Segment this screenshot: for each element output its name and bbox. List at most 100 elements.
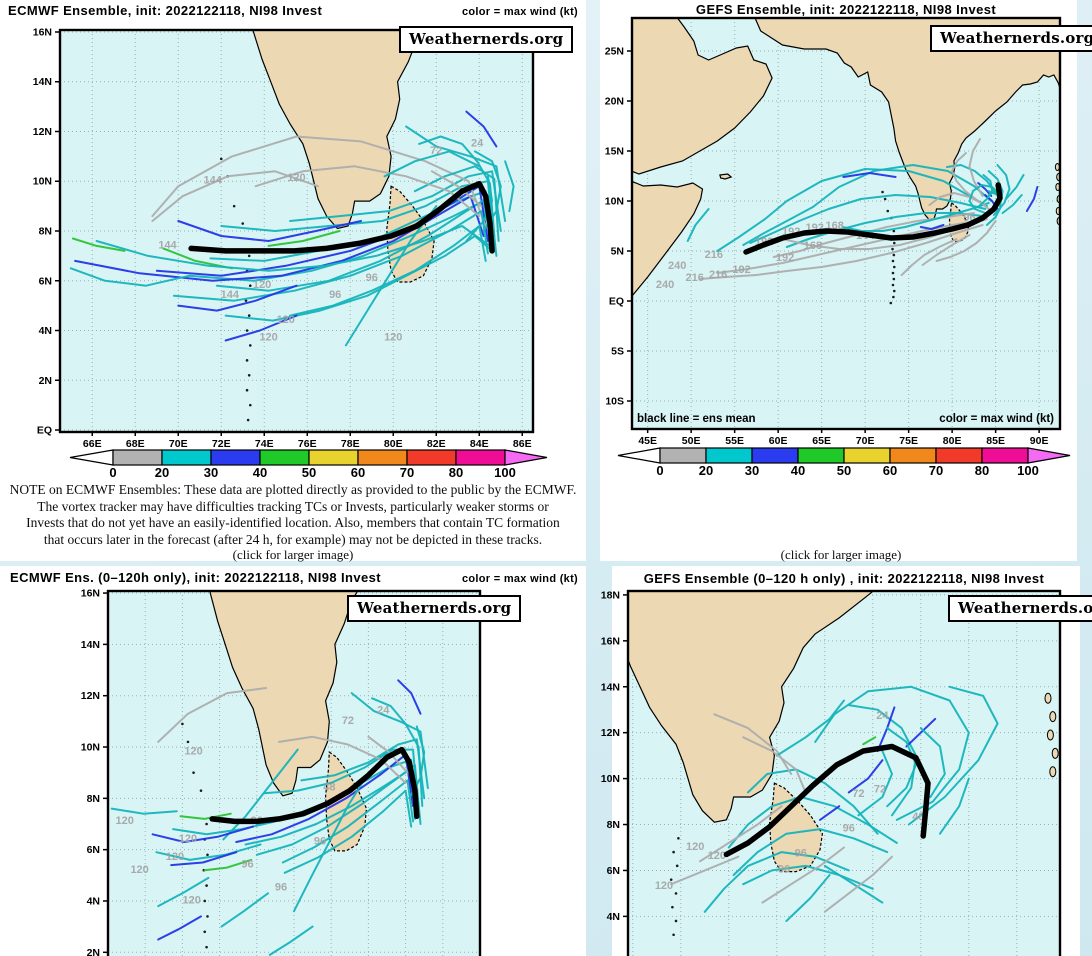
svg-text:96: 96: [329, 289, 341, 301]
svg-text:216: 216: [705, 249, 723, 261]
svg-text:12N: 12N: [81, 690, 100, 702]
gefs-ensemble-120h-track-map[interactable]: 120 120 96 96 72 72 48 24 96 120 18N 16N 14N 12N 10N 8N…: [590, 566, 1092, 956]
svg-text:16N: 16N: [81, 588, 100, 600]
svg-text:4N: 4N: [39, 325, 52, 337]
svg-text:240: 240: [668, 260, 686, 272]
svg-text:30: 30: [745, 463, 759, 478]
svg-text:70E: 70E: [169, 438, 188, 450]
svg-text:6N: 6N: [607, 865, 620, 877]
svg-text:144: 144: [221, 289, 240, 301]
watermark: Weathernerds.org: [399, 26, 574, 53]
colorbar-caption: color = max wind (kt): [461, 573, 578, 585]
svg-text:100: 100: [494, 465, 516, 480]
svg-text:96: 96: [778, 864, 790, 876]
svg-text:25N: 25N: [605, 46, 624, 58]
map-border: [626, 589, 1062, 956]
svg-text:78E: 78E: [341, 438, 360, 450]
svg-text:50E: 50E: [682, 435, 701, 447]
svg-text:96: 96: [314, 836, 326, 848]
panel-title: GEFS Ensemble (0–120 h only) , init: 202…: [643, 571, 1045, 586]
svg-text:8N: 8N: [607, 819, 620, 831]
svg-text:144: 144: [203, 175, 222, 187]
ecmwf-ensemble-track-map[interactable]: 1441441441201201201209696247212016N14N12…: [0, 0, 586, 561]
svg-text:50: 50: [837, 463, 851, 478]
click-for-larger-image-caption: (click for larger image): [232, 547, 354, 562]
svg-text:60E: 60E: [769, 435, 788, 447]
svg-text:120: 120: [183, 895, 201, 907]
svg-text:20N: 20N: [605, 96, 624, 108]
watermark: Weathernerds.org: [948, 595, 1092, 622]
svg-text:24: 24: [377, 705, 390, 717]
land-coastlines: [628, 591, 1059, 937]
svg-text:84E: 84E: [470, 438, 489, 450]
wind-speed-colorbar: 0 20 30 40 50 60 70 80 100: [617, 447, 1071, 478]
axis-labels: 16N 14N 12N 10N 8N 6N 4N 2N: [81, 588, 108, 956]
svg-text:40: 40: [253, 465, 267, 480]
legend-max-wind: color = max wind (kt): [939, 413, 1054, 425]
panel-title: ECMWF Ensemble, init: 2022122118, NI98 I…: [8, 3, 323, 18]
svg-text:120: 120: [130, 864, 148, 876]
svg-text:50: 50: [302, 465, 316, 480]
svg-text:12N: 12N: [33, 126, 52, 138]
ecmwf-note-text: NOTE on ECMWF Ensembles: These data are …: [0, 482, 586, 548]
map-border: [630, 16, 1062, 431]
panel-title: GEFS Ensemble, init: 2022122118, NI98 In…: [695, 2, 997, 17]
svg-text:8N: 8N: [87, 793, 100, 805]
watermark: Weathernerds.org: [930, 25, 1092, 52]
svg-text:120: 120: [179, 833, 197, 845]
svg-text:74E: 74E: [255, 438, 274, 450]
ensemble-member-tracks: [670, 685, 999, 922]
svg-text:100: 100: [1017, 463, 1039, 478]
svg-text:96: 96: [843, 822, 855, 834]
svg-text:168: 168: [804, 240, 822, 252]
svg-text:4N: 4N: [607, 911, 620, 923]
svg-text:5S: 5S: [611, 346, 624, 358]
svg-text:120: 120: [116, 815, 134, 827]
svg-text:120: 120: [708, 850, 726, 862]
svg-text:48: 48: [323, 782, 335, 794]
svg-text:216: 216: [685, 272, 703, 284]
svg-text:60: 60: [351, 465, 365, 480]
note-line: NOTE on ECMWF Ensembles: These data are …: [9, 482, 577, 497]
svg-text:68E: 68E: [126, 438, 145, 450]
colorbar-caption: color = max wind (kt): [461, 6, 578, 18]
svg-text:12N: 12N: [601, 727, 620, 739]
svg-text:40: 40: [791, 463, 805, 478]
svg-text:80E: 80E: [943, 435, 962, 447]
note-line: The vortex tracker may have difficulties…: [37, 498, 549, 514]
svg-text:72: 72: [430, 145, 442, 157]
svg-text:80: 80: [449, 465, 463, 480]
svg-text:144: 144: [158, 239, 177, 251]
svg-text:2N: 2N: [87, 947, 100, 956]
svg-text:72E: 72E: [212, 438, 231, 450]
legend-ens-mean: black line = ens mean: [637, 413, 756, 425]
svg-text:14N: 14N: [33, 76, 52, 88]
svg-text:70: 70: [929, 463, 943, 478]
land-coastlines: [632, 18, 1060, 305]
svg-text:14N: 14N: [601, 681, 620, 693]
map-border: [106, 589, 482, 956]
svg-text:120: 120: [655, 880, 673, 892]
svg-text:72: 72: [874, 783, 886, 795]
svg-text:90E: 90E: [1030, 435, 1049, 447]
svg-text:85E: 85E: [986, 435, 1005, 447]
svg-text:20: 20: [699, 463, 713, 478]
svg-text:72: 72: [342, 715, 354, 727]
svg-text:55E: 55E: [725, 435, 744, 447]
svg-text:6N: 6N: [87, 844, 100, 856]
svg-text:30: 30: [204, 465, 218, 480]
note-line: Invests that do not yet have an easily-i…: [26, 515, 560, 530]
svg-text:240: 240: [656, 279, 674, 291]
click-for-larger-image-caption: (click for larger image): [780, 547, 902, 562]
svg-text:96: 96: [241, 859, 253, 871]
svg-text:15N: 15N: [605, 146, 624, 158]
svg-text:0: 0: [656, 463, 663, 478]
svg-text:192: 192: [732, 264, 750, 276]
svg-text:18N: 18N: [601, 589, 620, 601]
ecmwf-ensemble-120h-panel: 120 120 120 120 120 96 96 96 72 24 48 120 96 16N 14N 12…: [0, 566, 586, 956]
svg-text:16N: 16N: [601, 635, 620, 647]
